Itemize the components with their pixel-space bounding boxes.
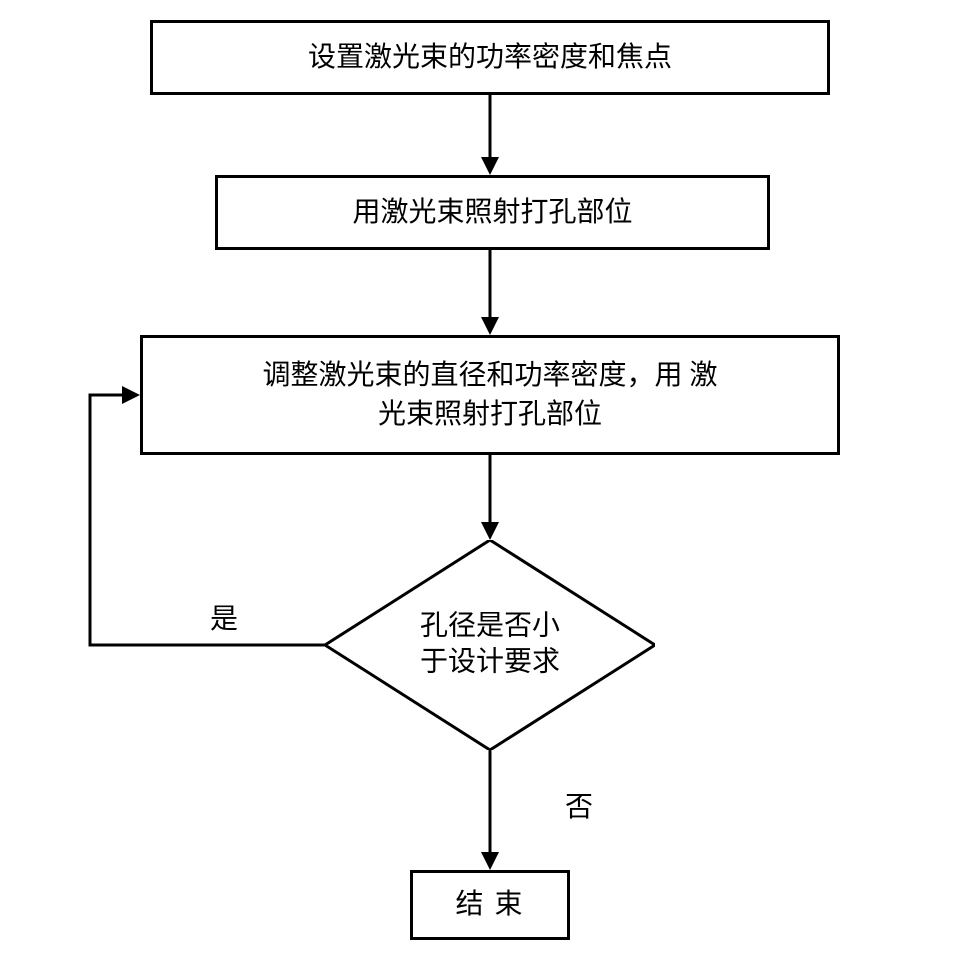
arrow-no-end — [0, 0, 967, 960]
end-box: 结 束 — [410, 870, 570, 940]
end-text: 结 束 — [455, 885, 524, 924]
